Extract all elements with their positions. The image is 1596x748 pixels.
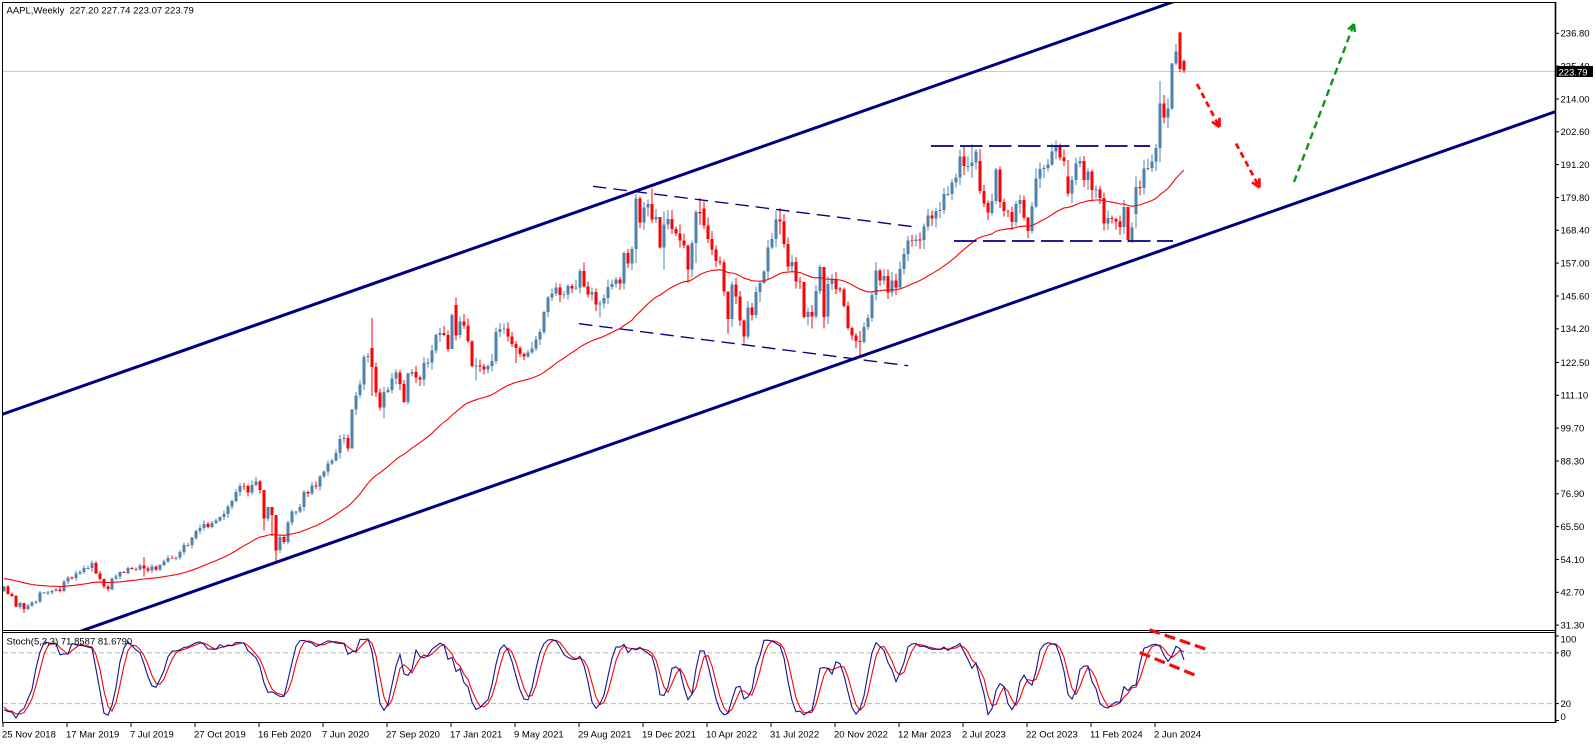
svg-text:12 Mar 2023: 12 Mar 2023 [898,730,951,741]
svg-text:202.60: 202.60 [1561,127,1590,138]
svg-text:99.70: 99.70 [1561,424,1585,435]
svg-text:29 Aug 2021: 29 Aug 2021 [578,730,631,741]
svg-text:145.60: 145.60 [1561,291,1590,302]
svg-text:9 May 2021: 9 May 2021 [514,730,564,741]
svg-text:134.20: 134.20 [1561,324,1590,335]
svg-text:80: 80 [1561,648,1572,659]
svg-text:19 Dec 2021: 19 Dec 2021 [642,730,696,741]
svg-text:27 Sep 2020: 27 Sep 2020 [386,730,440,741]
svg-text:0: 0 [1561,712,1566,723]
svg-text:16 Feb 2020: 16 Feb 2020 [258,730,311,741]
svg-text:122.50: 122.50 [1561,358,1590,369]
svg-text:100: 100 [1561,635,1577,646]
svg-text:54.10: 54.10 [1561,555,1585,566]
svg-text:31.30: 31.30 [1561,621,1585,632]
svg-text:214.00: 214.00 [1561,94,1590,105]
svg-text:20: 20 [1561,699,1572,710]
svg-text:AAPL,Weekly 227.20 227.74 223: AAPL,Weekly 227.20 227.74 223.07 223.79 [7,5,194,16]
svg-text:27 Oct 2019: 27 Oct 2019 [194,730,246,741]
svg-text:236.80: 236.80 [1561,29,1590,40]
svg-text:88.30: 88.30 [1561,456,1585,467]
svg-text:22 Oct 2023: 22 Oct 2023 [1026,730,1078,741]
svg-text:65.50: 65.50 [1561,522,1585,533]
svg-text:2 Jun 2024: 2 Jun 2024 [1154,730,1201,741]
svg-text:11 Feb 2024: 11 Feb 2024 [1090,730,1143,741]
svg-text:191.20: 191.20 [1561,160,1590,171]
svg-text:223.79: 223.79 [1559,67,1588,78]
svg-text:7 Jul 2019: 7 Jul 2019 [130,730,174,741]
svg-text:111.10: 111.10 [1561,391,1589,402]
svg-text:168.40: 168.40 [1561,226,1590,237]
svg-text:20 Nov 2022: 20 Nov 2022 [834,730,888,741]
svg-text:10 Apr 2022: 10 Apr 2022 [706,730,757,741]
svg-text:17 Jan 2021: 17 Jan 2021 [450,730,502,741]
svg-text:179.80: 179.80 [1561,193,1590,204]
svg-text:17 Mar 2019: 17 Mar 2019 [66,730,119,741]
svg-text:76.90: 76.90 [1561,489,1585,500]
svg-text:Stoch(5,3,3) 71.8587 81.6790: Stoch(5,3,3) 71.8587 81.6790 [7,637,133,648]
svg-text:31 Jul 2022: 31 Jul 2022 [770,730,819,741]
svg-text:42.70: 42.70 [1561,588,1585,599]
svg-text:2 Jul 2023: 2 Jul 2023 [962,730,1006,741]
svg-text:25 Nov 2018: 25 Nov 2018 [2,730,56,741]
svg-text:7 Jun 2020: 7 Jun 2020 [322,730,369,741]
svg-text:157.00: 157.00 [1561,259,1590,270]
